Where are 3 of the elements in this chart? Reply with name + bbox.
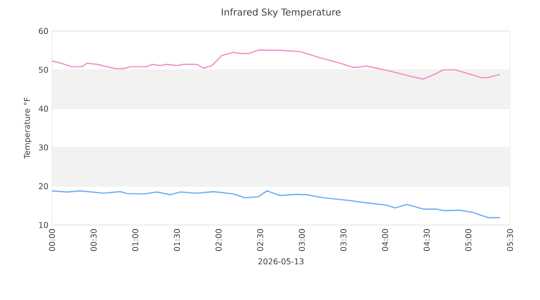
- line-series: [51, 190, 501, 218]
- line-series: [51, 49, 501, 80]
- chart-title: Infrared Sky Temperature: [222, 8, 341, 18]
